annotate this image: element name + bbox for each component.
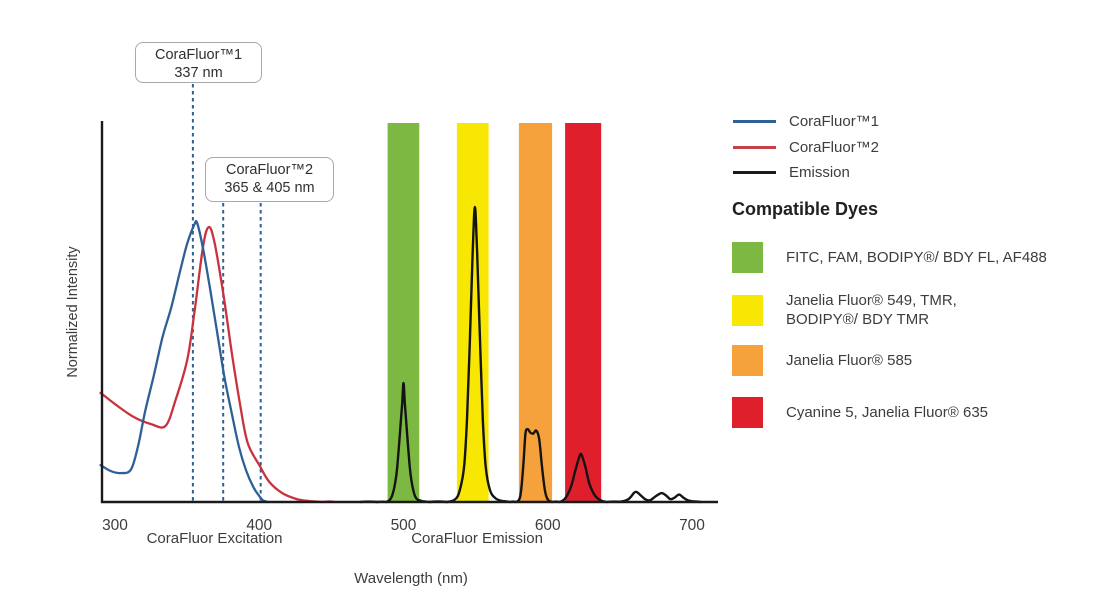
dye-label-line: BODIPY®/ BDY TMR bbox=[786, 311, 930, 328]
dye-item-3: Cyanine 5, Janelia Fluor® 635 bbox=[732, 397, 988, 428]
dye-label-line: FITC, FAM, BODIPY®/ BDY FL, AF488 bbox=[786, 249, 1047, 266]
series-corafluor-2 bbox=[99, 225, 336, 504]
dye-label: Janelia Fluor® 549, TMR, BODIPY®/ BDY TMR bbox=[786, 291, 957, 329]
dye-color-swatch bbox=[732, 242, 763, 273]
dye-label: Cyanine 5, Janelia Fluor® 635 bbox=[786, 403, 988, 422]
dye-color-swatch bbox=[732, 294, 763, 326]
emission-band-3 bbox=[565, 123, 602, 501]
legend-label: CoraFluor™1 bbox=[789, 112, 880, 130]
x-axis-label: Wavelength (nm) bbox=[354, 570, 468, 587]
x-tick-300: 300 bbox=[102, 517, 128, 534]
legend-label: CoraFluor™2 bbox=[789, 138, 880, 156]
dye-color-swatch bbox=[732, 397, 763, 428]
emission-band-0 bbox=[387, 123, 420, 501]
dye-label: FITC, FAM, BODIPY®/ BDY FL, AF488 bbox=[786, 248, 1047, 267]
dye-label-line: Janelia Fluor® 585 bbox=[786, 352, 913, 369]
x-tick-600: 600 bbox=[535, 517, 561, 534]
dye-item-1: Janelia Fluor® 549, TMR, BODIPY®/ BDY TMR bbox=[732, 291, 957, 329]
dye-item-0: FITC, FAM, BODIPY®/ BDY FL, AF488 bbox=[732, 242, 1047, 273]
callout-corafluor2-value: 365 & 405 nm bbox=[224, 180, 315, 196]
series-emission bbox=[359, 205, 702, 504]
chart-svg: 300 400 500 600 700 CoraFluor Excitation CoraF… bbox=[65, 84, 718, 587]
y-axis-label: Normalized Intensity bbox=[65, 246, 81, 378]
callout-corafluor1-name: CoraFluor™1 bbox=[154, 47, 243, 63]
dye-color-swatch bbox=[732, 345, 763, 376]
x-tick-400: 400 bbox=[246, 517, 272, 534]
legend-item-2: Emission bbox=[733, 163, 850, 181]
legend-line-swatch bbox=[733, 170, 776, 174]
legend-item-0: CoraFluor™1 bbox=[733, 112, 879, 130]
x-tick-700: 700 bbox=[679, 517, 705, 534]
series-corafluor-1 bbox=[99, 219, 270, 504]
callout-corafluor1: CoraFluor™1 337 nm bbox=[135, 42, 262, 83]
dye-item-2: Janelia Fluor® 585 bbox=[732, 345, 912, 376]
callout-corafluor2: CoraFluor™2 365 & 405 nm bbox=[205, 157, 334, 202]
region-label-1: CoraFluor Emission bbox=[411, 530, 543, 547]
callout-corafluor1-value: 337 nm bbox=[174, 65, 223, 81]
callout-corafluor2-name: CoraFluor™2 bbox=[225, 162, 314, 178]
legend-item-1: CoraFluor™2 bbox=[733, 138, 879, 156]
x-tick-500: 500 bbox=[391, 517, 417, 534]
dye-label: Janelia Fluor® 585 bbox=[786, 351, 912, 370]
compatible-dyes-heading: Compatible Dyes bbox=[732, 199, 879, 219]
dye-label-line: Janelia Fluor® 549, TMR, bbox=[786, 292, 957, 309]
region-label-0: CoraFluor Excitation bbox=[147, 530, 283, 547]
legend-line-swatch bbox=[733, 119, 776, 123]
legend-line-swatch bbox=[733, 145, 776, 149]
dye-label-line: Cyanine 5, Janelia Fluor® 635 bbox=[786, 404, 989, 421]
legend-label: Emission bbox=[789, 163, 850, 181]
